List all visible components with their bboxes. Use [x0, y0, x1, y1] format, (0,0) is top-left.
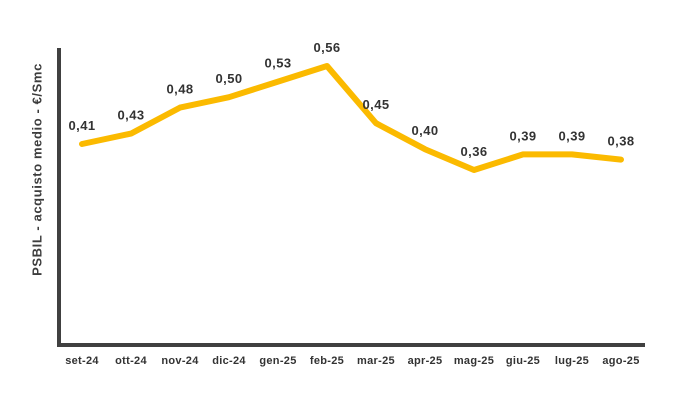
data-label: 0,56 — [314, 40, 341, 55]
x-tick-label: ago-25 — [602, 355, 639, 367]
data-label: 0,40 — [412, 123, 439, 138]
data-label: 0,41 — [69, 118, 96, 133]
y-axis-title: PSBIL - acquisto medio - €/Smc — [29, 63, 45, 276]
x-tick-label: apr-25 — [408, 355, 443, 367]
data-label: 0,39 — [510, 128, 537, 143]
x-tick-label: gen-25 — [259, 355, 296, 367]
x-tick-label: nov-24 — [161, 355, 199, 367]
data-label: 0,38 — [608, 134, 635, 149]
data-label: 0,48 — [167, 82, 194, 97]
data-label: 0,36 — [461, 144, 488, 159]
x-tick-label: mag-25 — [454, 355, 494, 367]
value-labels: 0,41 0,43 0,48 0,50 0,53 0,56 0,45 0,40 0,36 0,39… — [69, 40, 635, 159]
series-line — [79, 63, 624, 173]
x-tick-label: feb-25 — [310, 355, 344, 367]
x-tick-label: ott-24 — [115, 355, 147, 367]
data-label: 0,53 — [265, 56, 292, 71]
x-tick-label: giu-25 — [506, 355, 540, 367]
data-label: 0,45 — [363, 97, 390, 112]
x-tick-label: lug-25 — [555, 355, 589, 367]
x-tick-label: dic-24 — [212, 355, 246, 367]
x-tick-label: mar-25 — [357, 355, 395, 367]
x-axis-tick-labels: set-24 ott-24 nov-24 dic-24 gen-25 feb-25 mar-… — [65, 355, 639, 367]
x-tick-label: set-24 — [65, 355, 99, 367]
data-label: 0,50 — [216, 71, 243, 86]
data-label: 0,43 — [118, 108, 145, 123]
data-label: 0,39 — [559, 128, 586, 143]
